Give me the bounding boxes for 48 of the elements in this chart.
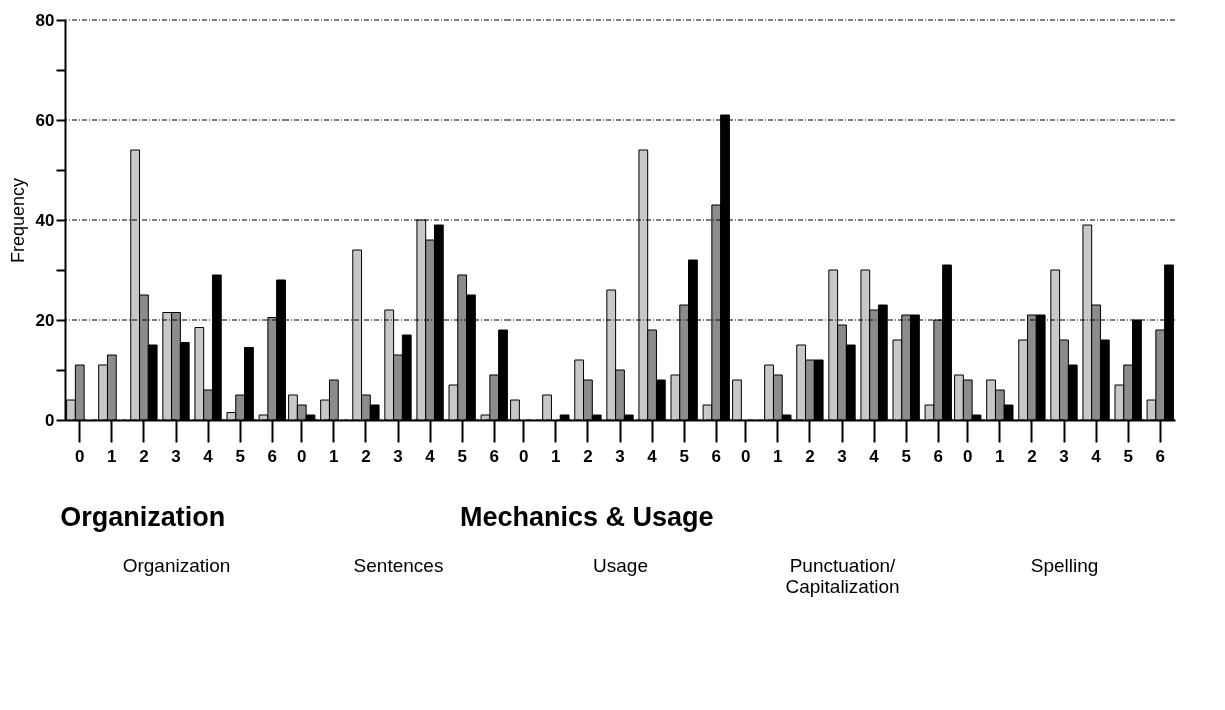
y-tick-label: 40 <box>35 210 55 230</box>
x-tick-label: 2 <box>361 446 371 466</box>
x-tick-label: 3 <box>1059 446 1069 466</box>
x-tick-label: 2 <box>1027 446 1037 466</box>
x-tick-label: 1 <box>107 446 117 466</box>
x-tick-label: 2 <box>583 446 593 466</box>
x-tick-label: 0 <box>519 446 529 466</box>
x-tick-label: 6 <box>1155 446 1165 466</box>
x-tick-label: 1 <box>551 446 561 466</box>
x-tick-label: 4 <box>1091 446 1102 466</box>
x-tick-label: 2 <box>139 446 149 466</box>
y-tick-label: 20 <box>35 310 55 330</box>
x-tick-label: 5 <box>235 446 245 466</box>
y-tick-label: 0 <box>45 410 55 430</box>
x-tick-label: 3 <box>615 446 625 466</box>
x-axis-title: Spelling <box>1030 554 1099 576</box>
x-tick-label: 6 <box>933 446 943 466</box>
x-tick-label: 4 <box>869 446 880 466</box>
x-tick-label: 3 <box>171 446 181 466</box>
x-tick-label: 3 <box>837 446 847 466</box>
x-tick-label: 1 <box>995 446 1005 466</box>
x-tick-label: 5 <box>901 446 911 466</box>
x-tick-label: 1 <box>773 446 783 466</box>
x-axis-title: Usage <box>593 554 648 576</box>
x-axis-title: Sentences <box>353 554 444 576</box>
x-tick-label: 5 <box>679 446 689 466</box>
x-axis-title: Organization <box>122 554 231 576</box>
text: Mechanics & Usage <box>459 502 714 532</box>
x-tick-label: 3 <box>393 446 403 466</box>
text: Organization <box>60 502 226 532</box>
y-tick-label: 80 <box>35 10 55 30</box>
x-tick-label: 0 <box>75 446 85 466</box>
x-axis-title: Punctuation/ Capitalization <box>785 554 900 597</box>
x-tick-label: 4 <box>425 446 436 466</box>
x-tick-label: 1 <box>329 446 339 466</box>
x-tick-label: 5 <box>457 446 467 466</box>
y-axis-title: Frequency <box>7 177 28 264</box>
x-tick-label: 0 <box>963 446 973 466</box>
x-tick-label: 4 <box>203 446 214 466</box>
x-tick-label: 2 <box>805 446 815 466</box>
x-tick-label: 6 <box>711 446 721 466</box>
x-tick-label: 6 <box>267 446 277 466</box>
x-tick-label: 4 <box>647 446 658 466</box>
x-tick-label: 5 <box>1123 446 1133 466</box>
x-tick-label: 0 <box>297 446 307 466</box>
y-tick-label: 60 <box>35 110 55 130</box>
x-tick-label: 0 <box>741 446 751 466</box>
x-tick-label: 6 <box>489 446 499 466</box>
